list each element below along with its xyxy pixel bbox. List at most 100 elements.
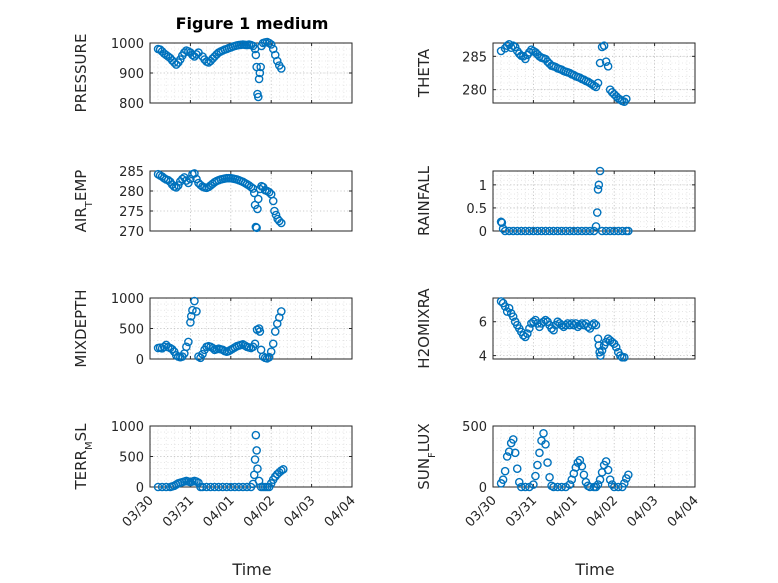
data-point xyxy=(624,226,633,236)
data-point xyxy=(496,297,506,306)
x-tick-label: 03/31 xyxy=(503,493,540,530)
data-point xyxy=(541,315,550,325)
y-tick-label: 800 xyxy=(119,97,144,112)
data-point xyxy=(539,429,548,438)
y-tick-label: 0 xyxy=(136,353,144,368)
data-point xyxy=(188,305,197,315)
data-point xyxy=(529,226,538,236)
data-point xyxy=(508,41,518,50)
y-tick-label: 500 xyxy=(119,451,144,466)
y-tick-label: 500 xyxy=(462,420,487,435)
data-point xyxy=(255,68,265,78)
data-point xyxy=(521,482,530,492)
data-point xyxy=(622,94,631,104)
data-point xyxy=(159,342,169,352)
axes-frame xyxy=(492,297,696,360)
data-point xyxy=(535,448,544,458)
data-point xyxy=(251,222,261,232)
axes-background xyxy=(492,170,696,232)
y-tick-label: 500 xyxy=(119,323,144,338)
panel-theta: 280 285 THETA xyxy=(415,40,696,106)
data-point xyxy=(591,482,601,492)
data-point xyxy=(254,74,264,84)
x-tick-label: 03/30 xyxy=(120,493,157,530)
data-point xyxy=(529,317,538,327)
data-point xyxy=(601,457,611,466)
data-point xyxy=(276,218,286,228)
panel-pressure: 800 900 1000 PRESSURE xyxy=(72,34,353,113)
x-tick-label: 04/01 xyxy=(544,493,581,530)
x-tick-label: 04/03 xyxy=(624,493,661,530)
data-point xyxy=(541,439,550,449)
x-tick-label: 03/31 xyxy=(160,493,197,530)
data-point xyxy=(516,482,526,492)
data-point xyxy=(620,353,629,362)
data-point xyxy=(605,226,615,236)
axes-background xyxy=(492,42,696,104)
data-point xyxy=(250,455,260,464)
y-tick-label: 1000 xyxy=(111,420,144,435)
data-point xyxy=(508,435,518,444)
y-axis-label: RAINFALL xyxy=(415,165,433,236)
data-point xyxy=(270,206,279,216)
y-tick-label: 0 xyxy=(479,481,487,496)
data-point xyxy=(270,327,280,336)
y-axis-label: AIRTEMP xyxy=(72,170,95,233)
y-tick-label: 6 xyxy=(479,316,487,331)
data-point xyxy=(178,174,187,184)
data-point xyxy=(504,303,514,313)
data-point xyxy=(252,223,261,233)
data-point xyxy=(597,346,607,355)
data-point xyxy=(502,41,512,50)
data-point xyxy=(523,329,532,338)
data-point xyxy=(249,188,259,198)
data-point xyxy=(603,465,613,475)
data-point xyxy=(561,226,571,236)
data-point xyxy=(198,482,207,492)
data-point xyxy=(521,54,530,64)
y-tick-label: 4 xyxy=(479,350,487,365)
data-point xyxy=(596,351,605,360)
data-point xyxy=(504,226,514,236)
data-point xyxy=(611,342,621,352)
data-point xyxy=(609,226,619,236)
panel-terr_msl: 0 500 1000 TERRMSL 03/30 03/31 04/01 04/02 04/03… xyxy=(72,420,359,530)
data-point xyxy=(549,226,558,236)
x-tick-label: 03/30 xyxy=(463,493,500,530)
y-tick-label: 1000 xyxy=(111,292,144,307)
data-point xyxy=(592,208,602,217)
data-point xyxy=(615,351,625,360)
figure-title: Figure 1 medium xyxy=(176,14,329,33)
data-point xyxy=(533,460,542,470)
data-point xyxy=(508,312,518,321)
y-axis-label: PRESSURE xyxy=(72,34,90,113)
data-point xyxy=(279,465,288,474)
data-point xyxy=(186,311,196,321)
y-tick-label: 285 xyxy=(119,165,144,180)
data-point xyxy=(563,319,573,328)
data-point xyxy=(516,226,526,236)
data-point xyxy=(597,42,607,52)
data-point xyxy=(266,40,276,49)
axes-frame xyxy=(492,42,696,104)
data-point xyxy=(553,226,562,236)
data-point xyxy=(613,226,623,236)
data-point xyxy=(497,218,507,227)
data-point xyxy=(620,479,629,488)
data-point xyxy=(157,482,167,492)
data-point xyxy=(500,226,510,236)
x-tick-label: 04/01 xyxy=(201,493,238,530)
data-point xyxy=(569,226,579,236)
data-point xyxy=(545,472,554,482)
data-point xyxy=(502,452,512,461)
panel-air_temp: 270 275 280 285 AIRTEMP xyxy=(72,165,353,240)
data-point xyxy=(553,482,562,492)
data-point xyxy=(591,320,601,330)
data-point xyxy=(272,56,282,66)
data-point xyxy=(192,307,201,316)
data-point xyxy=(222,482,232,492)
panel-h2omixra: 4 6 H2OMIXRA xyxy=(415,288,696,369)
x-tick-label: 04/04 xyxy=(665,493,702,530)
data-point xyxy=(514,477,524,487)
x-tick-label: 04/02 xyxy=(241,493,278,530)
